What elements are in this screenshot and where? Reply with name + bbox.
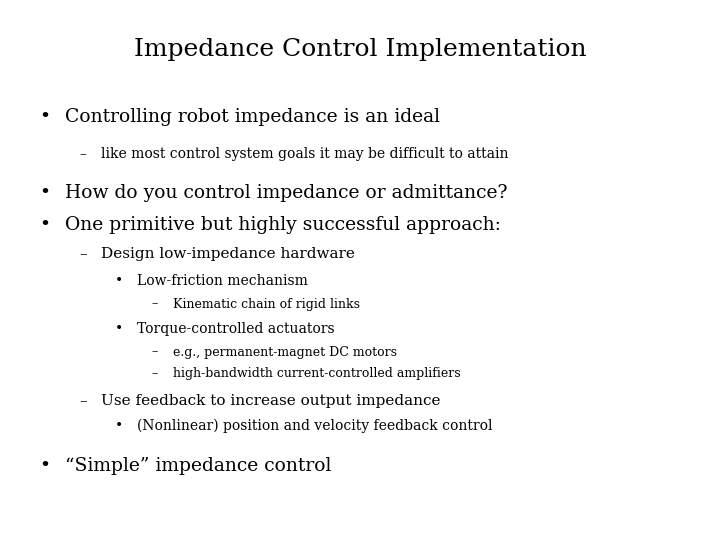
- Text: Low-friction mechanism: Low-friction mechanism: [137, 274, 307, 288]
- Text: –: –: [79, 247, 87, 261]
- Text: –: –: [151, 298, 158, 310]
- Text: •: •: [40, 108, 50, 126]
- Text: How do you control impedance or admittance?: How do you control impedance or admittan…: [65, 184, 508, 201]
- Text: •: •: [115, 322, 123, 336]
- Text: –: –: [151, 346, 158, 359]
- Text: •: •: [115, 419, 123, 433]
- Text: Use feedback to increase output impedance: Use feedback to increase output impedanc…: [101, 394, 441, 408]
- Text: (Nonlinear) position and velocity feedback control: (Nonlinear) position and velocity feedba…: [137, 419, 492, 434]
- Text: •: •: [40, 457, 50, 475]
- Text: Design low-impedance hardware: Design low-impedance hardware: [101, 247, 355, 261]
- Text: like most control system goals it may be difficult to attain: like most control system goals it may be…: [101, 147, 508, 161]
- Text: •: •: [40, 216, 50, 234]
- Text: high-bandwidth current-controlled amplifiers: high-bandwidth current-controlled amplif…: [173, 367, 460, 380]
- Text: One primitive but highly successful approach:: One primitive but highly successful appr…: [65, 216, 500, 234]
- Text: Kinematic chain of rigid links: Kinematic chain of rigid links: [173, 298, 360, 310]
- Text: “Simple” impedance control: “Simple” impedance control: [65, 457, 331, 475]
- Text: –: –: [79, 394, 87, 408]
- Text: –: –: [151, 367, 158, 380]
- Text: •: •: [115, 274, 123, 288]
- Text: Controlling robot impedance is an ideal: Controlling robot impedance is an ideal: [65, 108, 440, 126]
- Text: Torque-controlled actuators: Torque-controlled actuators: [137, 322, 334, 336]
- Text: e.g., permanent-magnet DC motors: e.g., permanent-magnet DC motors: [173, 346, 397, 359]
- Text: •: •: [40, 184, 50, 201]
- Text: Impedance Control Implementation: Impedance Control Implementation: [134, 38, 586, 61]
- Text: –: –: [79, 147, 86, 161]
